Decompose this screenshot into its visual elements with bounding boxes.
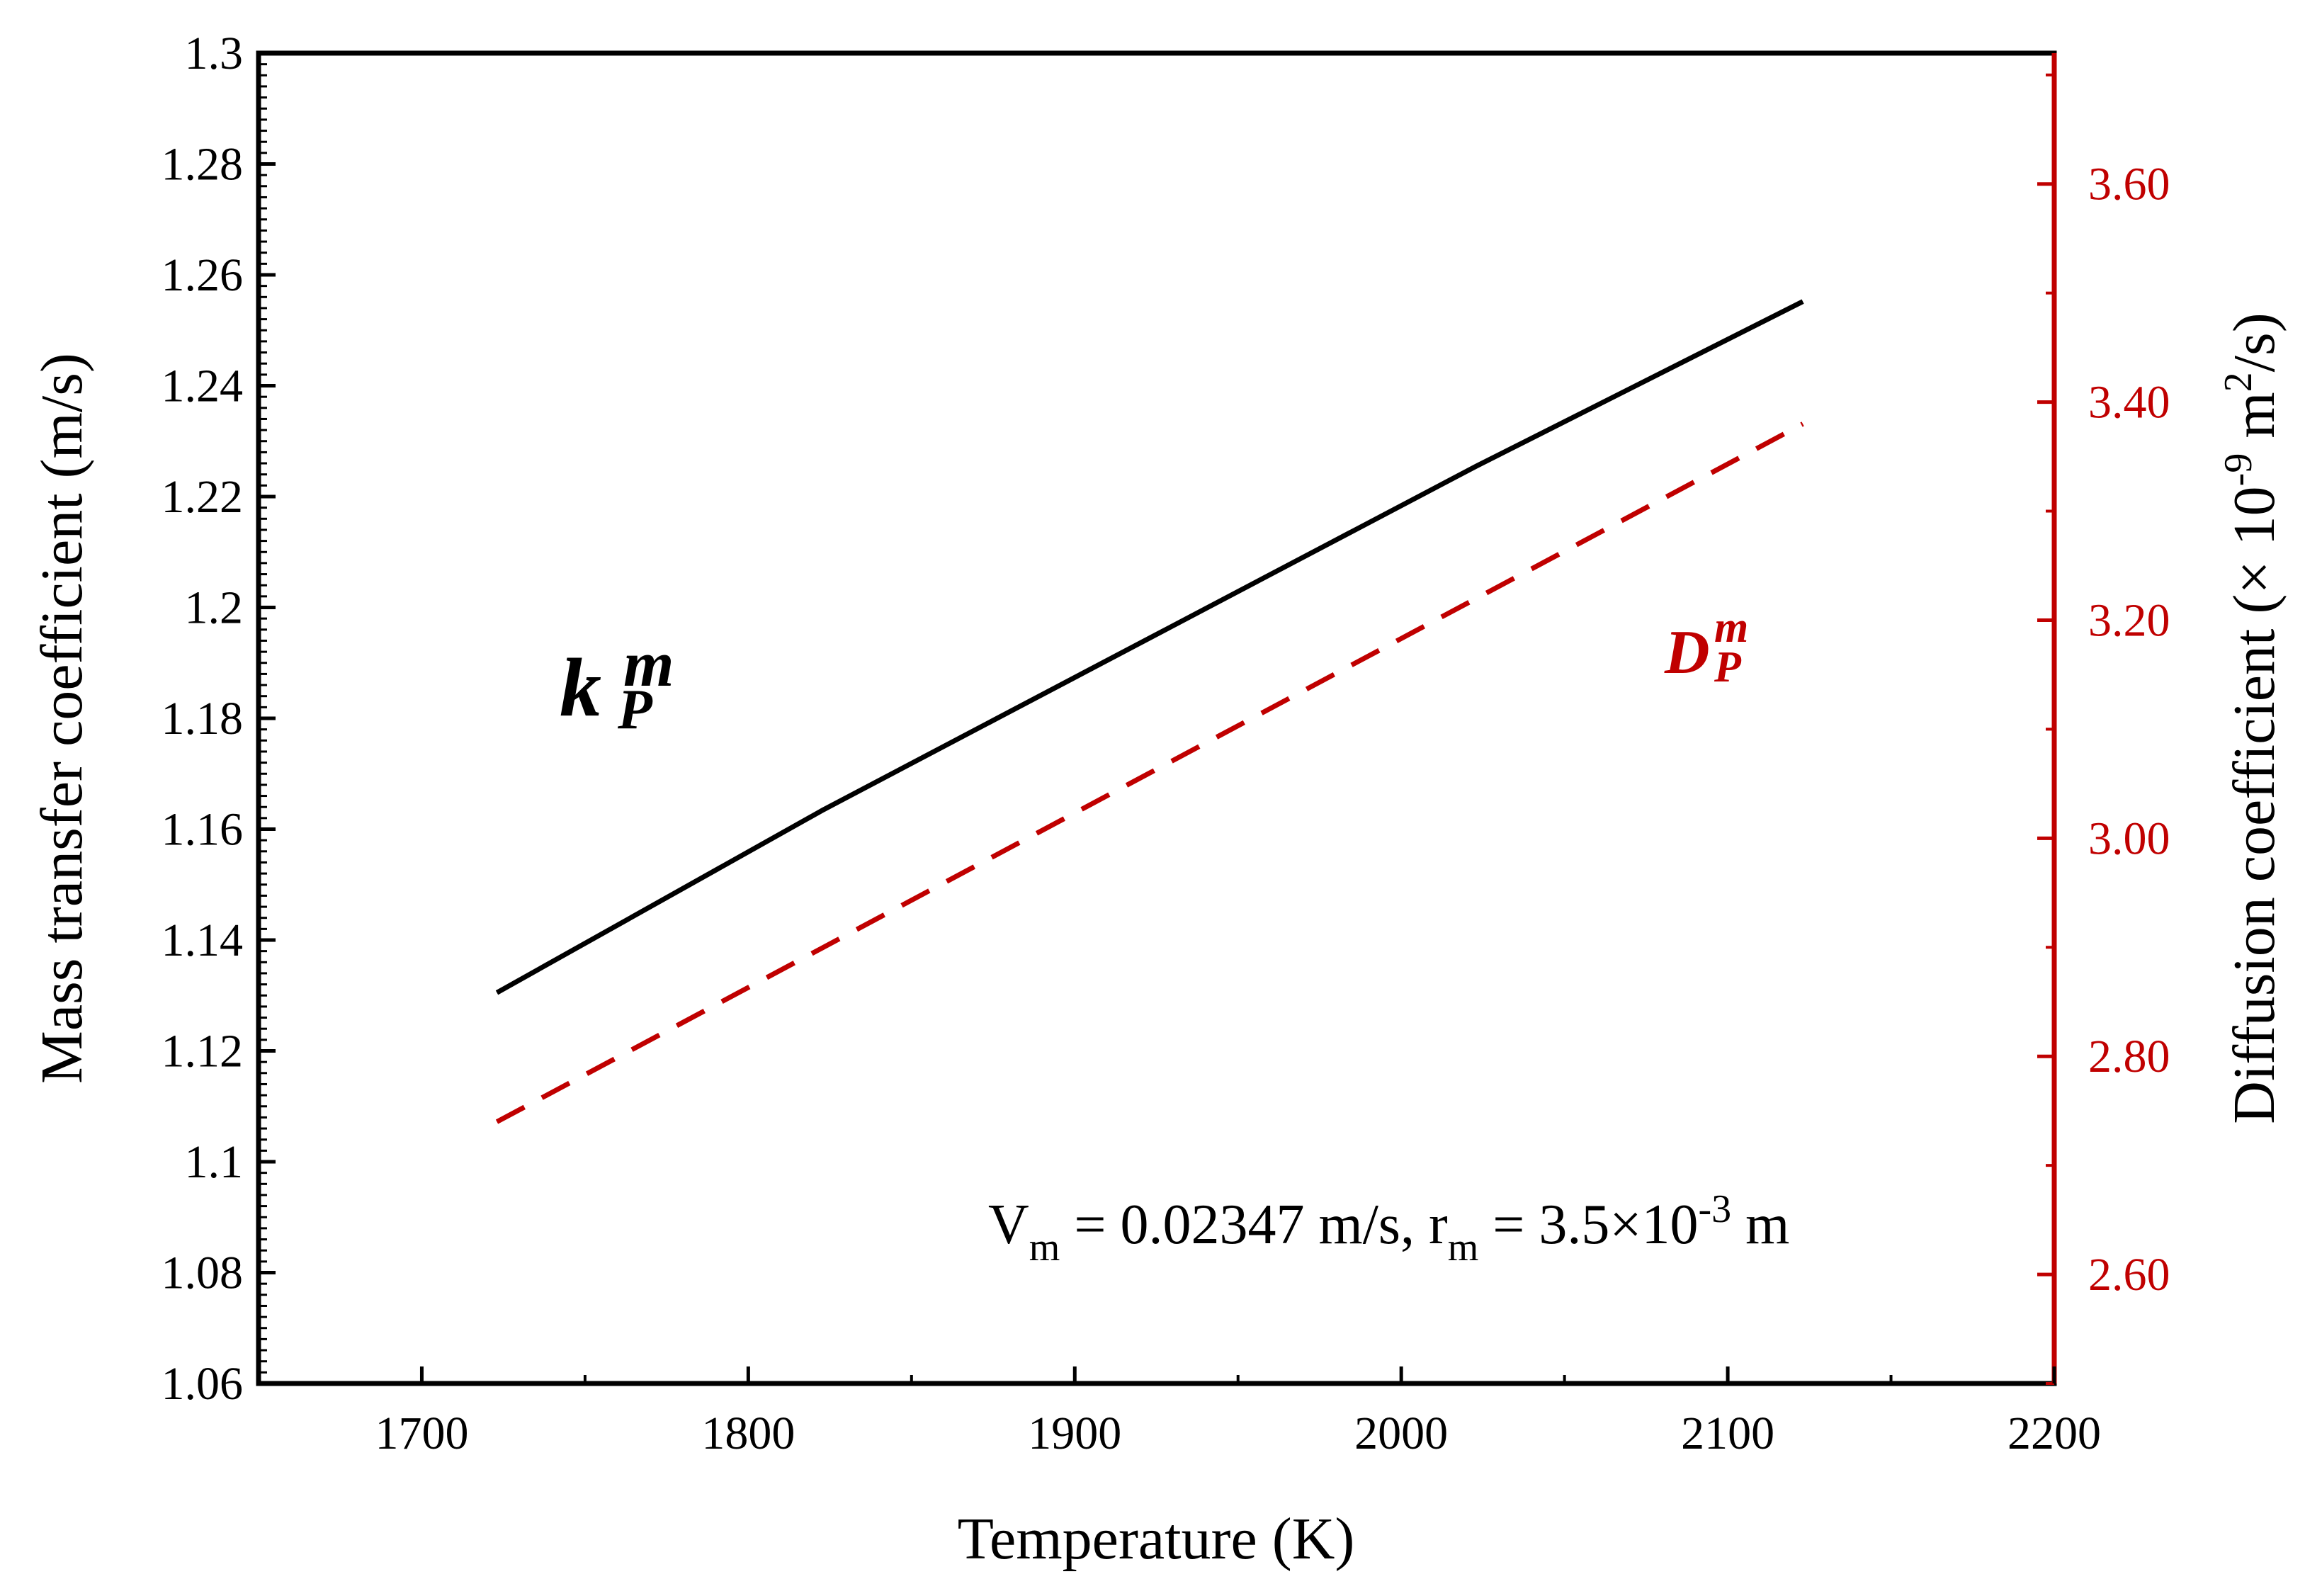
left-tick-label: 1.1 [185,1136,244,1188]
bottom-tick-label: 2100 [1681,1408,1774,1459]
label-k-base: k [560,641,601,734]
left-tick-label: 1.28 [162,139,244,191]
left-tick-label: 1.2 [185,582,244,634]
series-line-diffusion-coefficient [495,421,1804,1124]
left-axis-title: Mass transfer coefficient (m/s) [29,353,95,1084]
bottom-tick-label: 1800 [701,1408,795,1459]
annot-v-sub: m [1029,1226,1060,1269]
label-k-sup: m [623,628,674,700]
left-tick-label: 1.24 [162,361,244,412]
left-tick-label: 1.06 [162,1358,244,1410]
right-tick-label: 3.00 [2088,813,2170,864]
right-axis-title-suffix: /s) [2221,312,2287,372]
annot-v-base: V [988,1194,1029,1256]
left-tick-label: 1.12 [162,1026,244,1077]
annotation-text: Vm = 0.02347 m/s, rm = 3.5×10-3 m [988,1187,1789,1269]
left-tick-label: 1.08 [162,1247,244,1299]
annot-r-exp: -3 [1698,1187,1731,1231]
right-tick-label: 3.40 [2088,377,2170,429]
right-tick-label: 2.80 [2088,1031,2170,1082]
left-tick-label: 1.26 [162,249,244,301]
annot-v-mid: = 0.02347 m/s, r [1060,1194,1447,1256]
left-tick-label: 1.18 [162,693,244,745]
right-axis-title-exp: -9 [2216,453,2260,487]
bottom-tick-label: 2200 [2007,1408,2101,1459]
bottom-tick-label: 1900 [1028,1408,1121,1459]
right-axis-title-mid: m [2221,392,2287,453]
series-line-mass-transfer-coefficient [495,299,1804,995]
label-d-sub: P [1714,643,1742,691]
bottom-tick-label: 1700 [375,1408,468,1459]
right-axis-title-prefix: Diffusion coefficient (× 10 [2221,486,2287,1124]
right-axis-title-exp2: 2 [2216,372,2260,392]
x-axis-title: Temperature (K) [958,1506,1355,1572]
right-axis-title: Diffusion coefficient (× 10-9 m2/s) [2216,312,2287,1124]
left-tick-label: 1.22 [162,471,244,523]
right-tick-label: 2.60 [2088,1249,2170,1301]
left-tick-label: 1.14 [162,915,244,966]
label-d-base: D [1664,618,1710,687]
right-tick-label: 3.60 [2088,159,2170,210]
annot-r-mid: = 3.5×10 [1478,1194,1698,1256]
label-k-sub: P [617,679,653,741]
plot-frame [256,50,2057,1386]
left-tick-label: 1.3 [185,28,244,79]
annot-r-end: m [1731,1194,1789,1256]
left-tick-label: 1.16 [162,804,244,856]
label-d-sup: m [1714,604,1748,652]
annot-r-sub: m [1448,1226,1479,1269]
right-tick-label: 3.20 [2088,594,2170,646]
bottom-tick-label: 2000 [1354,1408,1448,1459]
